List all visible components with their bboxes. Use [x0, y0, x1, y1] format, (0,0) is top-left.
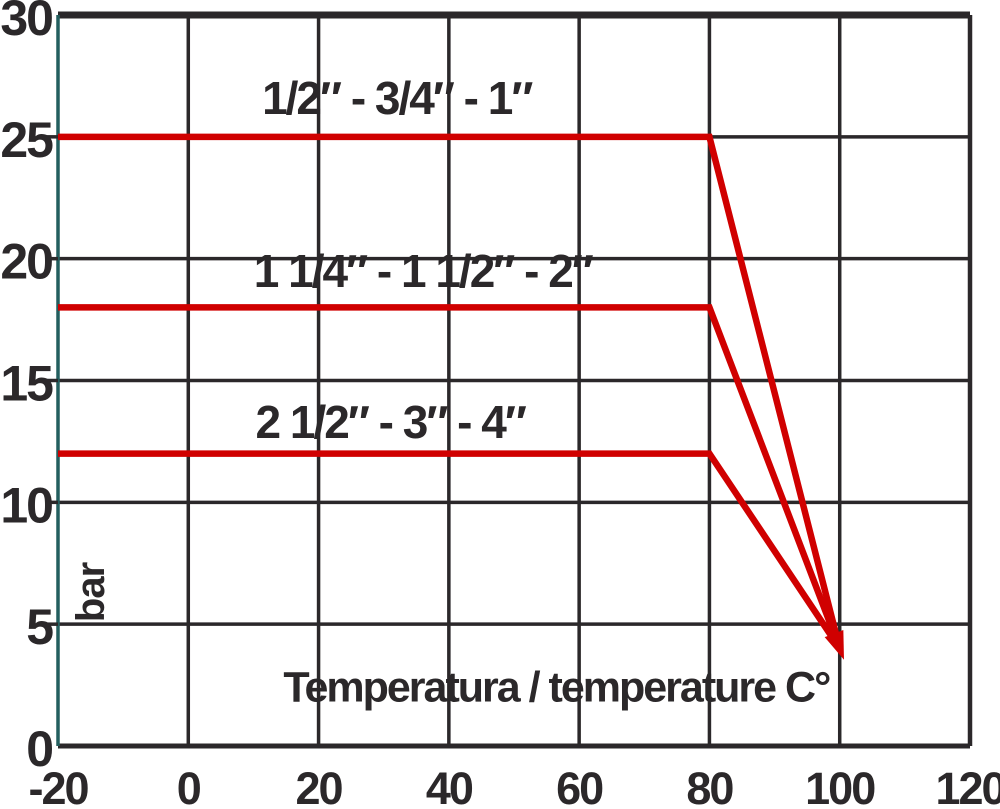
series-label-1: 1 1/4″ - 1 1/2″ - 2″	[254, 245, 594, 297]
y-tick-label-5: 5	[26, 599, 53, 655]
x-tick-label-40: 40	[426, 763, 473, 809]
y-tick-label-30: 30	[0, 0, 52, 46]
series-label-2: 2 1/2″ - 3″ - 4″	[256, 396, 527, 448]
series-line-0	[58, 133, 843, 650]
series-label-0: 1/2″ - 3/4″ - 1″	[262, 72, 533, 124]
x-tick-label-120: 120	[935, 763, 1000, 809]
x-axis-title: Temperatura / temperature C°	[283, 664, 830, 712]
y-tick-label-20: 20	[0, 234, 52, 290]
y-tick-label-15: 15	[0, 356, 53, 412]
y-tick-label-10: 10	[0, 477, 52, 533]
series-line-1	[58, 304, 843, 650]
series-line-2	[58, 450, 843, 651]
x-tick-label-100: 100	[805, 763, 875, 809]
y-tick-label-0: 0	[26, 721, 52, 777]
x-tick-label--20: -20	[28, 763, 88, 809]
arrowhead	[824, 630, 844, 660]
x-tick-label-0: 0	[177, 763, 201, 809]
y-tick-label-25: 25	[0, 112, 53, 168]
x-tick-label-80: 80	[686, 763, 733, 809]
x-tick-label-60: 60	[556, 763, 603, 809]
y-axis-title: bar	[69, 562, 113, 622]
x-tick-label-20: 20	[296, 763, 343, 809]
